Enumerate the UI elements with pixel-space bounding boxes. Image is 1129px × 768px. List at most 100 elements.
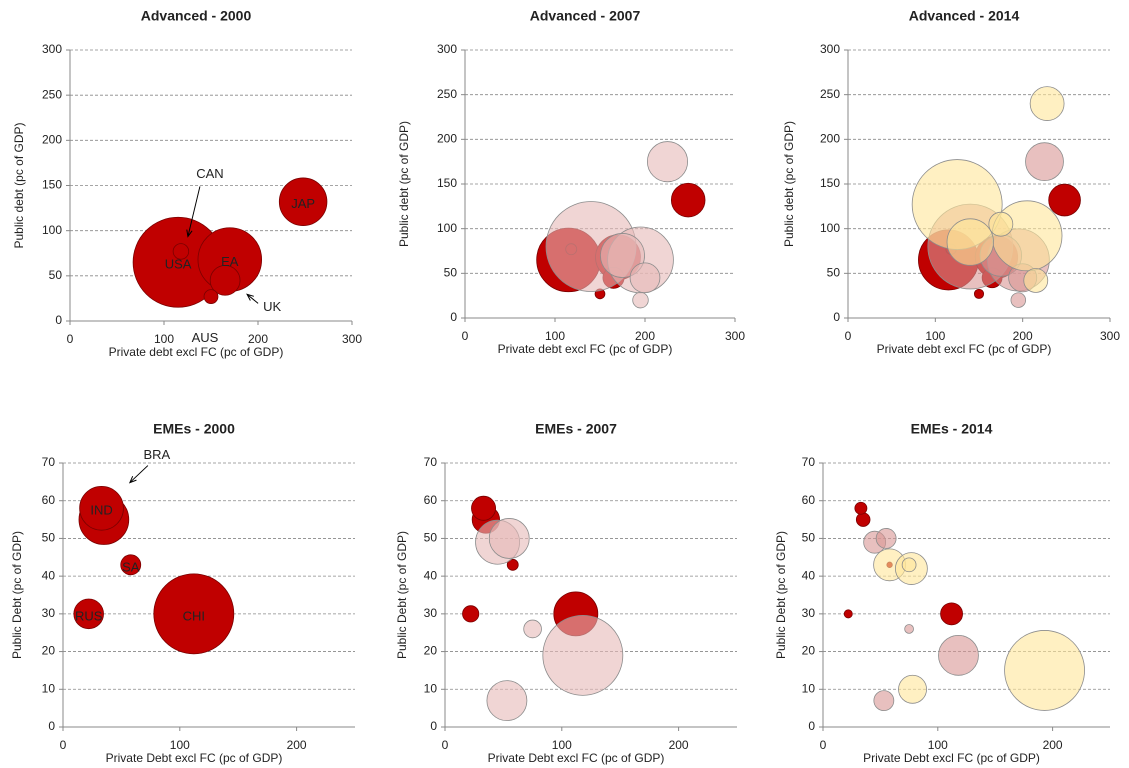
bubble xyxy=(854,501,868,515)
bubble xyxy=(873,690,895,711)
bubble xyxy=(1025,142,1064,182)
y-tick-label: 200 xyxy=(437,132,457,146)
point-label: JAP xyxy=(291,196,315,211)
x-tick-label: 100 xyxy=(928,738,948,752)
point-label: USA xyxy=(165,257,192,272)
y-tick-label: 60 xyxy=(42,493,56,507)
y-tick-label: 10 xyxy=(42,681,56,695)
x-tick-label: 300 xyxy=(342,332,362,346)
bubble xyxy=(1029,86,1065,121)
bubble xyxy=(523,619,542,639)
y-tick-label: 150 xyxy=(820,176,840,190)
y-axis-label: Public Debt (pc of GDP) xyxy=(10,531,24,659)
y-axis-label: Public debt (pc of GDP) xyxy=(12,122,26,248)
x-tick-label: 0 xyxy=(845,329,852,343)
panel: Advanced - 2000 0 50 100 150 200 250 300 0 100 200… xyxy=(12,8,362,359)
bubble xyxy=(153,573,235,655)
y-tick-label: 300 xyxy=(820,42,840,56)
y-tick-label: 70 xyxy=(802,455,816,469)
x-tick-label: 200 xyxy=(1043,738,1063,752)
point-label: SA xyxy=(122,559,140,574)
y-tick-label: 30 xyxy=(802,606,816,620)
point-label: CHI xyxy=(183,608,205,623)
bubble xyxy=(542,614,624,696)
bubble xyxy=(938,634,979,676)
y-tick-label: 40 xyxy=(424,568,438,582)
x-axis-label: Private debt excl FC (pc of GDP) xyxy=(109,345,284,359)
y-tick-label: 10 xyxy=(424,681,438,695)
bubble xyxy=(1048,183,1081,217)
bubble xyxy=(120,554,142,576)
panel: Advanced - 2007 0 50 100 150 200 250 300 0 100 200… xyxy=(397,8,745,356)
x-tick-label: 0 xyxy=(442,738,449,752)
y-tick-label: 150 xyxy=(437,176,457,190)
chart-title: Advanced - 2007 xyxy=(530,8,641,24)
bubble xyxy=(670,182,706,218)
bubble xyxy=(203,289,219,304)
y-tick-label: 0 xyxy=(450,310,457,324)
bubble xyxy=(1004,630,1085,711)
arrow-head xyxy=(246,293,254,301)
x-tick-label: 200 xyxy=(248,332,268,346)
bubble xyxy=(629,262,661,294)
y-tick-label: 20 xyxy=(424,644,438,658)
bubble xyxy=(875,528,897,549)
x-tick-label: 100 xyxy=(154,332,174,346)
y-tick-label: 200 xyxy=(820,132,840,146)
y-tick-label: 60 xyxy=(424,493,438,507)
point-label: CAN xyxy=(196,166,223,181)
bubble xyxy=(632,291,649,309)
y-tick-label: 50 xyxy=(42,531,56,545)
y-tick-label: 250 xyxy=(820,87,840,101)
y-tick-label: 0 xyxy=(48,719,55,733)
x-axis-label: Private Debt excl FC (pc of GDP) xyxy=(488,751,665,765)
bubble xyxy=(901,557,917,573)
x-tick-label: 0 xyxy=(60,738,67,752)
label-arrow xyxy=(129,465,149,483)
y-tick-label: 50 xyxy=(49,268,63,282)
bubble xyxy=(946,218,994,266)
bubble xyxy=(172,243,190,260)
x-tick-label: 0 xyxy=(67,332,74,346)
x-tick-label: 300 xyxy=(725,329,745,343)
y-tick-label: 70 xyxy=(424,455,438,469)
y-tick-label: 250 xyxy=(42,87,62,101)
y-tick-label: 10 xyxy=(802,681,816,695)
panel: EMEs - 2000 0 10 20 30 40 50 60 70 0 100 200 Private… xyxy=(10,421,355,765)
bubble xyxy=(462,605,480,623)
y-tick-label: 0 xyxy=(55,313,62,327)
x-tick-label: 200 xyxy=(287,738,307,752)
chart-title: Advanced - 2014 xyxy=(909,8,1020,24)
y-axis-label: Public debt (pc of GDP) xyxy=(782,121,796,247)
bubble xyxy=(940,602,963,626)
x-tick-label: 100 xyxy=(925,329,945,343)
bubble xyxy=(855,512,871,527)
x-tick-label: 0 xyxy=(462,329,469,343)
y-tick-label: 50 xyxy=(827,266,841,280)
label-arrow xyxy=(187,186,201,237)
y-tick-label: 50 xyxy=(444,266,458,280)
point-label: RUS xyxy=(75,608,103,623)
y-axis-label: Public Debt (pc of GDP) xyxy=(395,531,409,659)
panel: Advanced - 2014 0 50 100 150 200 250 300 0 100 200… xyxy=(782,8,1120,356)
bubble xyxy=(73,598,104,630)
y-tick-label: 70 xyxy=(42,455,56,469)
bubble xyxy=(506,558,519,571)
arrow-head xyxy=(186,229,193,238)
y-tick-label: 50 xyxy=(424,531,438,545)
arrow-head xyxy=(128,475,137,484)
x-tick-label: 100 xyxy=(552,738,572,752)
y-tick-label: 20 xyxy=(42,644,56,658)
y-tick-label: 200 xyxy=(42,133,62,147)
chart-title: Advanced - 2000 xyxy=(141,8,252,24)
panel: EMEs - 2007 0 10 20 30 40 50 60 70 0 100 200 Private… xyxy=(395,421,737,765)
x-tick-label: 200 xyxy=(635,329,655,343)
y-tick-label: 30 xyxy=(424,606,438,620)
x-axis-label: Private debt excl FC (pc of GDP) xyxy=(498,342,673,356)
y-tick-label: 40 xyxy=(802,568,816,582)
y-tick-label: 150 xyxy=(42,178,62,192)
point-label: EA xyxy=(221,254,239,269)
bubble xyxy=(1010,292,1027,308)
x-tick-label: 200 xyxy=(669,738,689,752)
